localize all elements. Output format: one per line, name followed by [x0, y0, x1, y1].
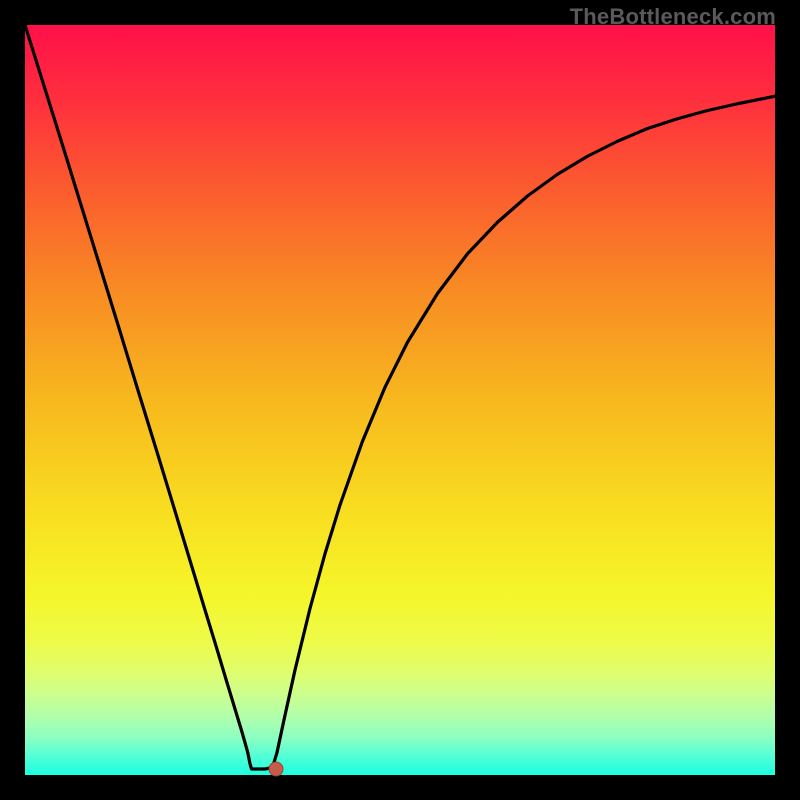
curve-svg: [25, 25, 775, 775]
minimum-marker: [269, 762, 284, 777]
plot-area: [25, 25, 775, 775]
bottleneck-curve: [25, 25, 775, 769]
chart-container: TheBottleneck.com: [0, 0, 800, 800]
watermark-text: TheBottleneck.com: [570, 4, 776, 30]
